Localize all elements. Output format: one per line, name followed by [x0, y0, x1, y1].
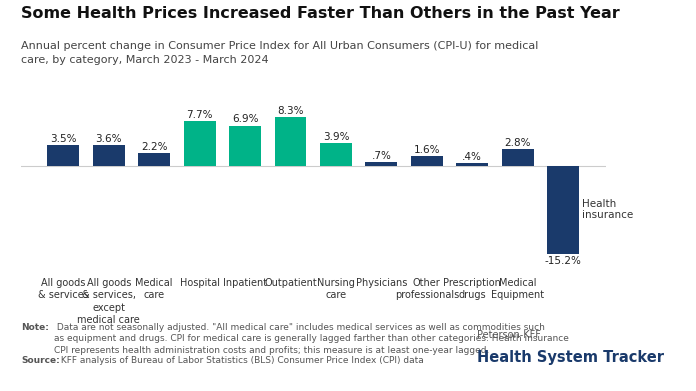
- Bar: [502, 149, 534, 166]
- Bar: [365, 162, 397, 166]
- Bar: [47, 145, 79, 166]
- Text: Note:: Note:: [21, 323, 49, 332]
- Text: -15.2%: -15.2%: [544, 256, 581, 266]
- Text: 7.7%: 7.7%: [187, 110, 213, 120]
- Text: 1.6%: 1.6%: [413, 145, 440, 155]
- Text: Some Health Prices Increased Faster Than Others in the Past Year: Some Health Prices Increased Faster Than…: [21, 6, 619, 21]
- Text: Source:: Source:: [21, 356, 60, 365]
- Bar: [320, 143, 351, 166]
- Text: 2.2%: 2.2%: [141, 142, 168, 152]
- Text: Health System Tracker: Health System Tracker: [477, 350, 664, 365]
- Text: Health
insurance: Health insurance: [582, 199, 633, 221]
- Bar: [275, 117, 306, 166]
- Text: 8.3%: 8.3%: [277, 106, 303, 116]
- Text: 3.6%: 3.6%: [95, 134, 122, 143]
- Text: 3.5%: 3.5%: [50, 134, 77, 144]
- Bar: [229, 126, 261, 166]
- Text: .7%: .7%: [372, 151, 391, 161]
- Text: 2.8%: 2.8%: [505, 138, 531, 148]
- Text: KFF analysis of Bureau of Labor Statistics (BLS) Consumer Price Index (CPI) data: KFF analysis of Bureau of Labor Statisti…: [58, 356, 425, 365]
- Bar: [457, 163, 488, 166]
- Text: Annual percent change in Consumer Price Index for All Urban Consumers (CPI-U) fo: Annual percent change in Consumer Price …: [21, 41, 538, 65]
- Bar: [139, 153, 170, 166]
- Text: Data are not seasonally adjusted. "All medical care" includes medical services a: Data are not seasonally adjusted. "All m…: [54, 323, 569, 355]
- Text: 3.9%: 3.9%: [323, 132, 349, 142]
- Text: 6.9%: 6.9%: [232, 115, 258, 124]
- Bar: [547, 166, 579, 255]
- Text: .4%: .4%: [462, 152, 482, 162]
- Bar: [93, 145, 125, 166]
- Bar: [411, 156, 443, 166]
- Text: Peterson-KFF: Peterson-KFF: [477, 330, 541, 341]
- Bar: [184, 121, 216, 166]
